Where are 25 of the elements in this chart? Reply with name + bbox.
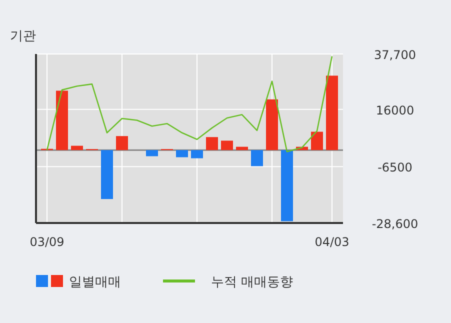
y-tick-label: 37,700 [374, 48, 416, 62]
x-tick-label: 03/09 [30, 235, 64, 249]
bar [251, 150, 263, 166]
line-series [46, 56, 333, 152]
chart-title: 기관 [10, 29, 36, 44]
bar [266, 99, 278, 150]
y-tick-label: -28,600 [372, 217, 418, 231]
bar [281, 150, 293, 222]
bar [191, 150, 203, 158]
bar [116, 136, 128, 150]
y-tick-label: 16000 [376, 103, 414, 118]
legend-label: 일별매매 [69, 275, 121, 290]
y-tick-label: -6500 [378, 160, 412, 175]
bar [176, 150, 188, 158]
bar [56, 90, 68, 150]
bar [221, 140, 233, 150]
bar [146, 150, 158, 156]
bar [71, 146, 83, 150]
bar [326, 76, 338, 150]
x-tick-label: 04/03 [314, 235, 350, 249]
bar [101, 150, 113, 200]
bar [236, 146, 248, 150]
bar [206, 137, 218, 150]
bar [311, 132, 323, 150]
legend-label: 누적 매매동향 [211, 275, 294, 290]
